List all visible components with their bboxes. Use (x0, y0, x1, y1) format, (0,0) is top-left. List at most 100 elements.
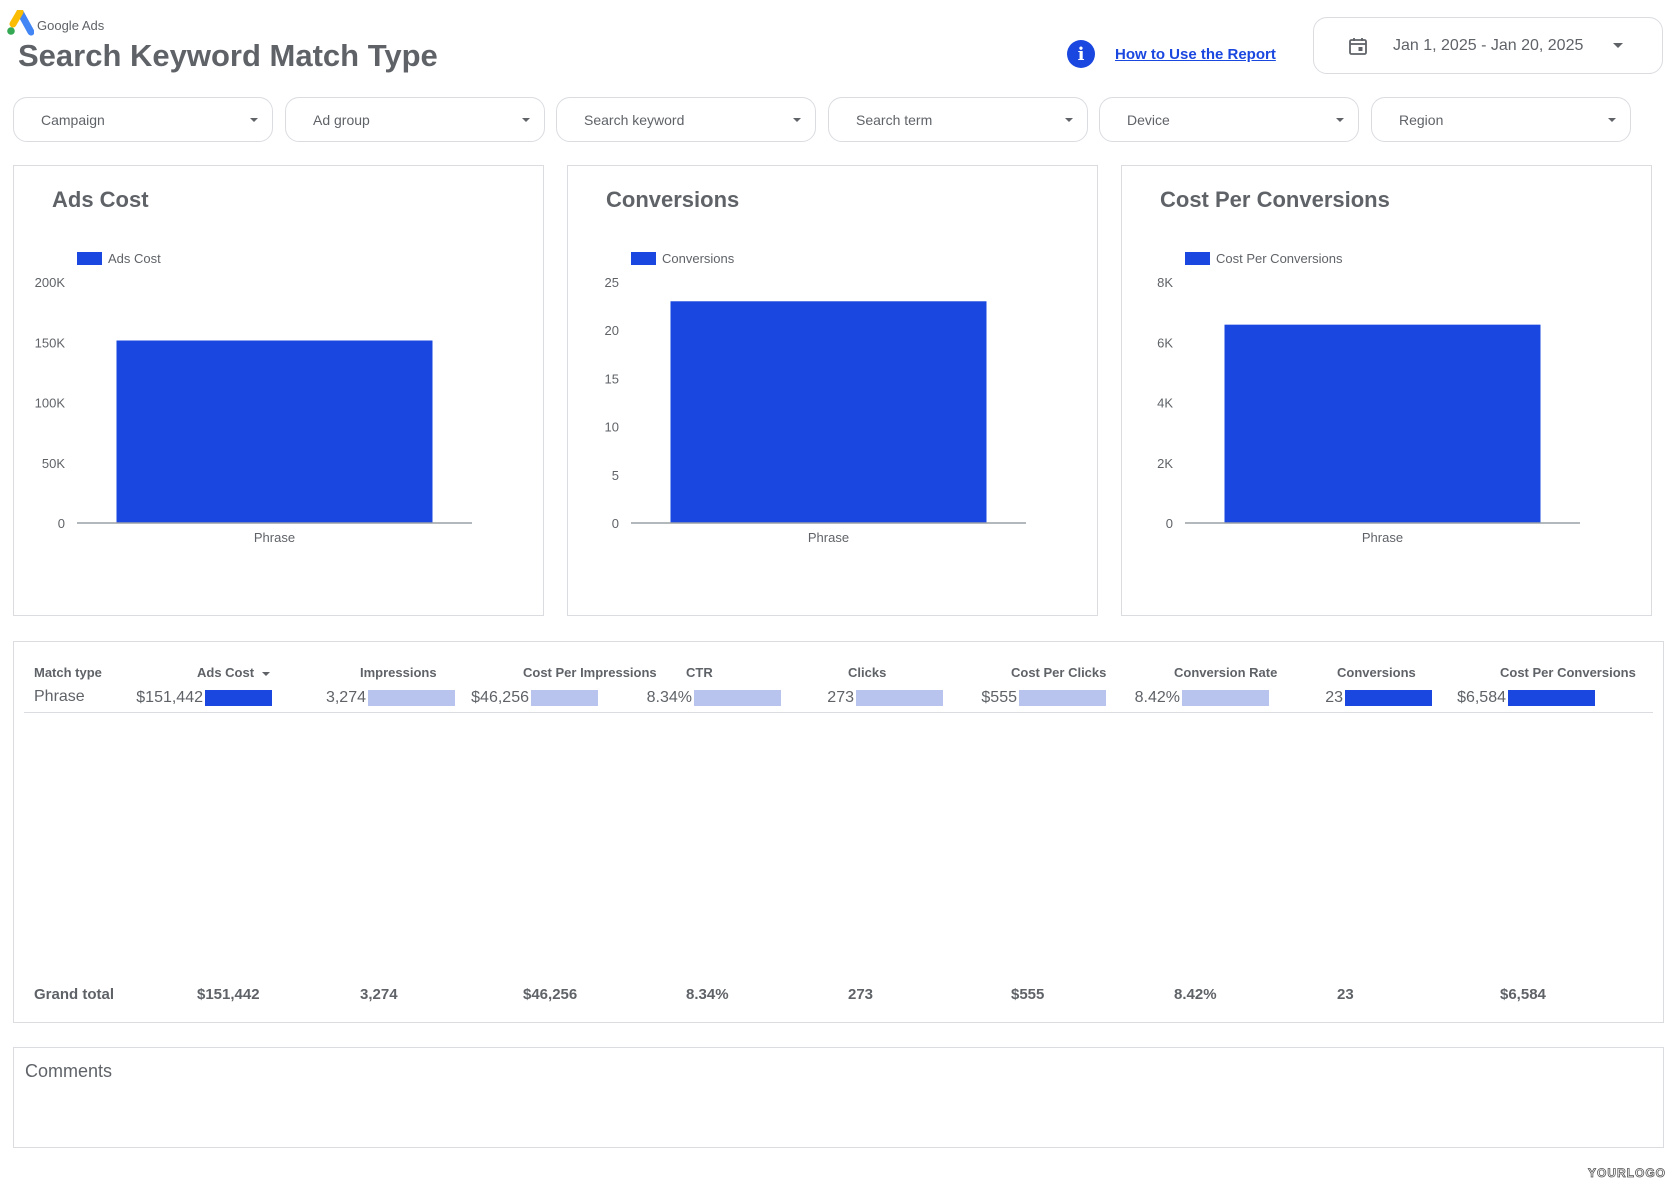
col-header-label: Ads Cost (197, 665, 255, 680)
bar (670, 301, 987, 523)
chevron-down-icon (1065, 117, 1073, 122)
chevron-down-icon (522, 117, 530, 122)
grand-total-label: Grand total (34, 986, 115, 1003)
chevron-down-icon (1613, 43, 1624, 48)
filter-label: Ad group (313, 111, 370, 128)
cell-bar-track (856, 690, 948, 706)
col-header-conversion-rate[interactable]: Conversion Rate (1174, 665, 1278, 680)
chart-card-ads-cost: Ads Cost Ads Cost 0 50K 100K 150K 200K Phrase (13, 165, 544, 616)
cell-bar-track (368, 690, 460, 706)
filter-label: Campaign (41, 111, 105, 128)
cell-value: 3,274 (325, 689, 366, 706)
cell-bar (368, 690, 456, 706)
filter-region[interactable]: Region (1371, 97, 1631, 142)
col-header-ctr[interactable]: CTR (686, 665, 713, 680)
y-tick-label: 25 (605, 275, 619, 290)
cell-conversion-rate: 8.42% (1110, 686, 1274, 710)
cell-bar-track (205, 690, 297, 706)
chart-card-cost-per-conversions: Cost Per Conversions Cost Per Conversion… (1121, 165, 1652, 616)
row-match-type: Phrase (34, 688, 85, 705)
chart-card-conversions: Conversions Conversions 0 5 10 15 20 25 Phrase (567, 165, 1098, 616)
match-type-table: Match type Ads Cost Impressions Cost Per… (13, 641, 1664, 1023)
how-to-use-link[interactable]: How to Use the Report (1115, 45, 1276, 63)
brand-name: Google Ads (37, 17, 105, 33)
cell-bar-track (1345, 690, 1437, 706)
y-tick-label: 0 (612, 516, 619, 531)
google-ads-logo-icon (7, 10, 34, 36)
y-tick-label: 50K (42, 456, 65, 471)
cell-value: $555 (981, 689, 1017, 706)
total-conversions: 23 (1337, 986, 1354, 1003)
y-tick-label: 0 (58, 516, 65, 531)
cell-bar-track (694, 690, 786, 706)
chart-title: Cost Per Conversions (1160, 187, 1390, 212)
brand: Google Ads (6, 10, 104, 36)
info-icon[interactable]: i (1067, 40, 1095, 68)
filter-campaign[interactable]: Campaign (13, 97, 273, 142)
cell-bar (856, 690, 944, 706)
y-tick-label: 4K (1157, 396, 1173, 411)
total-cost-per-clicks: $555 (1011, 986, 1045, 1003)
legend-label: Ads Cost (108, 251, 161, 266)
y-tick-label: 6K (1157, 335, 1173, 350)
cell-cost-per-conversions: $6,584 (1436, 686, 1600, 710)
chevron-down-icon (1608, 117, 1616, 122)
total-cost-per-impressions: $46,256 (523, 986, 578, 1003)
filter-search-keyword[interactable]: Search keyword (556, 97, 816, 142)
col-header-clicks[interactable]: Clicks (848, 665, 887, 680)
y-tick-label: 10 (605, 420, 619, 435)
cell-bar-track (1019, 690, 1111, 706)
y-tick-label: 0 (1166, 516, 1173, 531)
cell-value: 23 (1325, 689, 1343, 706)
legend-label: Conversions (662, 251, 735, 266)
comments-box[interactable]: Comments (13, 1047, 1664, 1148)
sort-desc-icon (262, 671, 271, 676)
col-header-match-type[interactable]: Match type (34, 665, 102, 680)
col-header-cost-per-conversions[interactable]: Cost Per Conversions (1500, 665, 1636, 680)
cell-bar (205, 690, 273, 706)
filter-ad-group[interactable]: Ad group (285, 97, 545, 142)
cell-value: $6,584 (1457, 689, 1506, 706)
cell-value: 8.42% (1134, 689, 1180, 706)
chevron-down-icon (793, 117, 801, 122)
cell-clicks: 273 (784, 686, 948, 710)
col-header-ads-cost[interactable]: Ads Cost (197, 665, 271, 680)
bar (116, 340, 433, 523)
total-ctr: 8.34% (686, 986, 729, 1003)
page-title: Search Keyword Match Type (18, 38, 438, 73)
x-tick-label: Phrase (808, 530, 849, 545)
col-header-cost-per-clicks[interactable]: Cost Per Clicks (1011, 665, 1107, 680)
cost-per-conversions-chart: Cost Per Conversions 0 2K 4K 6K 8K Phrase (1157, 251, 1580, 545)
bar (1224, 324, 1541, 523)
cell-bar-track (1508, 690, 1600, 706)
row-divider (24, 712, 1653, 713)
cell-value: $151,442 (136, 689, 203, 706)
y-tick-label: 5 (612, 468, 619, 483)
x-tick-label: Phrase (1362, 530, 1403, 545)
filter-label: Search term (856, 111, 933, 128)
col-header-conversions[interactable]: Conversions (1337, 665, 1416, 680)
cell-bar (1345, 690, 1433, 706)
col-header-impressions[interactable]: Impressions (360, 665, 437, 680)
cell-bar-track (531, 690, 623, 706)
cell-cost-per-clicks: $555 (947, 686, 1111, 710)
filter-search-term[interactable]: Search term (828, 97, 1088, 142)
cell-cost-per-impressions: $46,256 (459, 686, 623, 710)
x-tick-label: Phrase (254, 530, 295, 545)
date-range-picker[interactable]: Jan 1, 2025 - Jan 20, 2025 (1313, 17, 1663, 74)
cell-bar (531, 690, 599, 706)
y-tick-label: 8K (1157, 275, 1173, 290)
col-header-cost-per-impressions[interactable]: Cost Per Impressions (523, 665, 657, 680)
y-tick-label: 100K (35, 396, 66, 411)
total-conversion-rate: 8.42% (1174, 986, 1217, 1003)
footer-logo: YOURLOGO (1587, 1166, 1666, 1181)
total-impressions: 3,274 (360, 986, 398, 1003)
cell-bar (694, 690, 782, 706)
legend-swatch (77, 252, 102, 265)
conversions-chart: Conversions 0 5 10 15 20 25 Phrase (605, 251, 1026, 545)
filter-device[interactable]: Device (1099, 97, 1359, 142)
total-clicks: 273 (848, 986, 874, 1003)
y-tick-label: 2K (1157, 456, 1173, 471)
legend-label: Cost Per Conversions (1216, 251, 1343, 266)
ads-cost-chart: Ads Cost 0 50K 100K 150K 200K Phrase (35, 251, 472, 545)
